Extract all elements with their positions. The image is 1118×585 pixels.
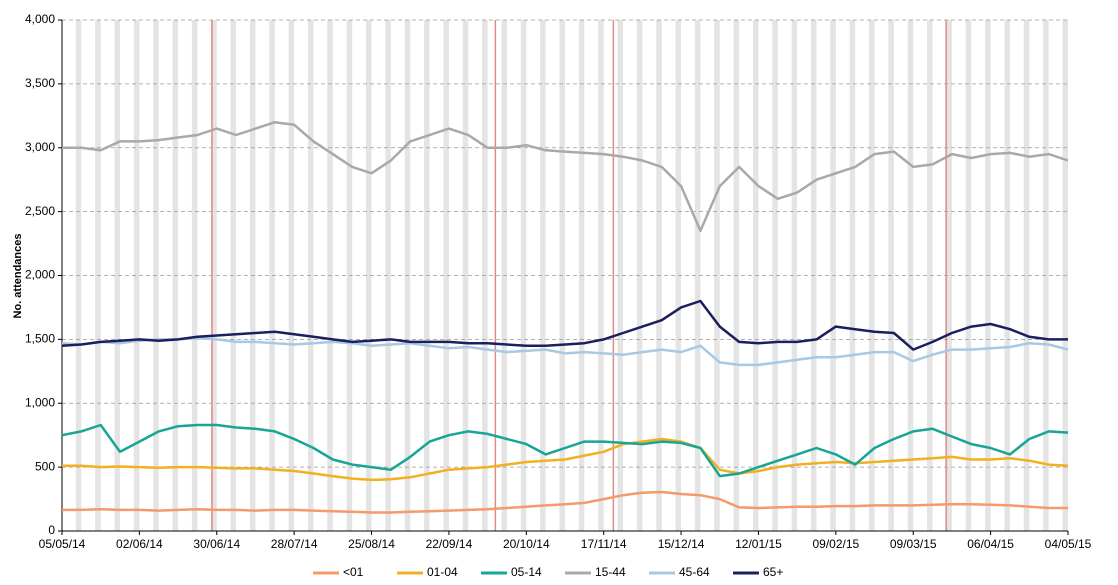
weekend-band: [443, 20, 449, 531]
legend-label: 15-44: [595, 565, 626, 579]
x-tick-label: 09/02/15: [812, 537, 859, 551]
weekend-band: [462, 20, 469, 531]
series-line: [61, 423, 1069, 478]
y-tick-label: 0: [48, 523, 55, 537]
weekend-band: [946, 20, 952, 531]
weekend-band: [366, 20, 372, 531]
x-tick-label: 04/05/15: [1045, 537, 1092, 551]
weekend-band: [211, 20, 217, 531]
weekend-band: [540, 20, 546, 531]
weekend-band: [849, 20, 856, 531]
weekend-band: [114, 20, 121, 531]
weekend-band: [927, 20, 933, 531]
weekend-band: [598, 20, 604, 531]
legend-label: 65+: [763, 565, 783, 579]
series-line: [62, 120, 1069, 233]
y-tick-label: 1,500: [25, 332, 55, 346]
weekend-band: [617, 20, 624, 531]
weekend-band: [791, 20, 798, 531]
x-tick-label: 28/07/14: [271, 537, 318, 551]
x-tick-label: 15/12/14: [658, 537, 705, 551]
y-tick-label: 1,000: [25, 395, 55, 409]
legend-label: <01: [343, 565, 364, 579]
series-line: [62, 437, 1069, 482]
weekend-band: [869, 20, 875, 531]
weekend-band: [714, 20, 720, 531]
y-tick-label: 3,000: [25, 140, 55, 154]
legend-label: 45-64: [679, 565, 710, 579]
weekend-band: [288, 20, 295, 531]
x-tick-label: 06/04/15: [967, 537, 1014, 551]
weekend-band: [191, 20, 198, 531]
x-tick-label: 09/03/15: [890, 537, 937, 551]
y-tick-label: 2,000: [25, 268, 55, 282]
x-tick-label: 22/09/14: [426, 537, 473, 551]
weekend-band: [520, 20, 527, 531]
x-tick-label: 25/08/14: [348, 537, 395, 551]
weekend-band: [133, 20, 140, 531]
y-axis-title: No. attendances: [12, 234, 24, 319]
y-tick-label: 2,500: [25, 204, 55, 218]
series-line: [61, 336, 1069, 367]
x-tick-label: 05/05/14: [39, 537, 86, 551]
x-tick-label: 17/11/14: [581, 537, 627, 551]
y-tick-label: 500: [35, 459, 55, 473]
weekend-band: [694, 20, 701, 531]
series-line: [62, 490, 1068, 514]
weekend-band: [385, 20, 391, 531]
series-line: [61, 299, 1068, 351]
legend-label: 01-04: [427, 565, 458, 579]
weekend-band: [772, 20, 778, 531]
legend-label: 05-14: [511, 565, 542, 579]
x-tick-label: 20/10/14: [503, 537, 550, 551]
y-tick-label: 3,500: [25, 76, 55, 90]
y-tick-label: 4,000: [25, 12, 55, 26]
x-tick-label: 02/06/14: [116, 537, 163, 551]
x-tick-label: 12/01/15: [735, 537, 782, 551]
x-tick-label: 30/06/14: [193, 537, 240, 551]
weekend-band: [1023, 20, 1030, 531]
